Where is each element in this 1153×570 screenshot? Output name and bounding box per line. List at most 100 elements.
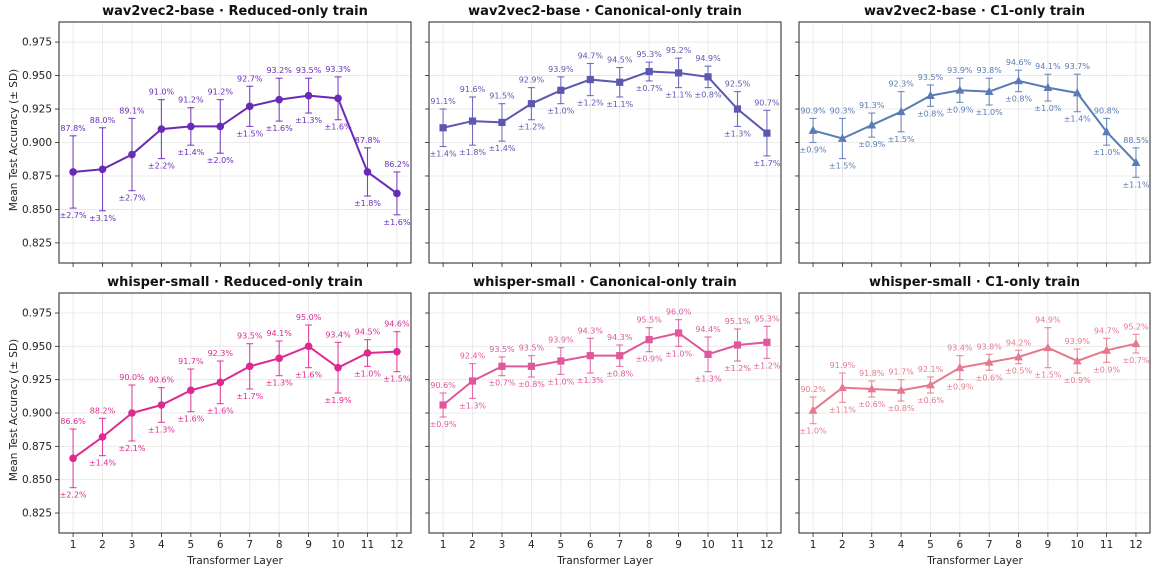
data-label-mean: 94.9% bbox=[1035, 316, 1061, 325]
data-label-mean: 94.7% bbox=[1094, 326, 1120, 335]
data-label-mean: 93.2% bbox=[266, 66, 292, 75]
data-label-sd: ±1.8% bbox=[459, 148, 486, 157]
data-point bbox=[896, 106, 906, 116]
y-tick-label: 0.875 bbox=[22, 441, 52, 453]
data-label-mean: 91.6% bbox=[460, 85, 486, 94]
data-label-sd: ±0.6% bbox=[917, 396, 944, 405]
x-tick-label: 6 bbox=[217, 539, 224, 551]
data-label-sd: ±0.9% bbox=[800, 146, 827, 155]
panel-title: whisper-small · Reduced-only train bbox=[107, 275, 363, 290]
data-point bbox=[527, 362, 535, 370]
data-point bbox=[1043, 342, 1053, 352]
series-line bbox=[812, 342, 1137, 412]
data-label-mean: 92.4% bbox=[460, 352, 486, 361]
data-label-sd: ±1.6% bbox=[295, 371, 322, 380]
data-point bbox=[867, 384, 877, 393]
data-point bbox=[245, 102, 254, 111]
panel-3: wav2vec2-base · C1-only train 90.9% ±0.9% 9… bbox=[795, 4, 1151, 267]
data-label-mean: 93.5% bbox=[519, 344, 545, 353]
data-point bbox=[926, 90, 935, 100]
data-point bbox=[616, 352, 624, 360]
data-point bbox=[363, 349, 372, 357]
data-label-mean: 91.2% bbox=[178, 96, 204, 105]
data-point bbox=[704, 350, 712, 358]
data-label-mean: 94.6% bbox=[384, 320, 410, 329]
data-label-mean: 94.3% bbox=[578, 326, 604, 335]
data-label-sd: ±2.7% bbox=[60, 211, 87, 220]
data-point bbox=[1102, 345, 1112, 354]
data-point bbox=[275, 354, 283, 363]
data-label-sd: ±0.8% bbox=[1005, 95, 1032, 104]
data-label-mean: 94.1% bbox=[266, 329, 292, 338]
data-point bbox=[896, 385, 906, 394]
data-label-mean: 93.9% bbox=[548, 336, 574, 345]
data-label-sd: ±1.4% bbox=[488, 144, 515, 153]
x-tick-label: 10 bbox=[1071, 539, 1084, 551]
x-tick-label: 5 bbox=[187, 539, 194, 551]
data-label-sd: ±1.1% bbox=[606, 100, 633, 109]
data-label-sd: ±0.9% bbox=[1093, 365, 1120, 374]
data-label-sd: ±1.4% bbox=[89, 459, 116, 468]
x-tick-label: 1 bbox=[70, 539, 77, 551]
data-point bbox=[763, 129, 771, 137]
data-label-sd: ±1.1% bbox=[665, 91, 692, 100]
data-label-mean: 94.5% bbox=[607, 56, 633, 65]
x-tick-label: 12 bbox=[760, 539, 773, 551]
data-label-sd: ±0.7% bbox=[636, 84, 663, 93]
data-point bbox=[586, 75, 594, 84]
data-label-mean: 90.0% bbox=[119, 373, 145, 382]
data-point bbox=[955, 362, 965, 372]
data-label-sd: ±0.8% bbox=[606, 369, 633, 378]
data-label-mean: 95.3% bbox=[754, 314, 780, 323]
panel-title: wav2vec2-base · Canonical-only train bbox=[468, 4, 742, 19]
data-label-sd: ±0.9% bbox=[430, 420, 457, 429]
y-tick-label: 0.925 bbox=[22, 374, 52, 386]
data-label-sd: ±1.5% bbox=[1034, 371, 1061, 380]
data-label-mean: 90.6% bbox=[149, 376, 175, 385]
data-point bbox=[837, 382, 847, 392]
data-label-mean: 90.2% bbox=[800, 385, 826, 394]
x-tick-label: 12 bbox=[390, 539, 403, 551]
x-axis-label-col2: Transformer Layer bbox=[556, 555, 653, 567]
data-point bbox=[128, 409, 136, 417]
data-point bbox=[867, 120, 877, 129]
data-label-mean: 90.8% bbox=[1094, 106, 1120, 115]
data-label-mean: 94.4% bbox=[695, 325, 721, 334]
data-label-mean: 91.7% bbox=[178, 357, 204, 366]
data-point bbox=[1043, 82, 1053, 92]
data-label-sd: ±0.8% bbox=[888, 404, 915, 413]
data-label-sd: ±0.9% bbox=[946, 105, 973, 114]
data-label-mean: 92.5% bbox=[725, 80, 751, 89]
x-tick-label: 1 bbox=[440, 539, 447, 551]
data-point bbox=[586, 352, 594, 360]
data-point bbox=[733, 341, 742, 349]
data-label-sd: ±1.7% bbox=[236, 392, 263, 401]
data-point bbox=[616, 78, 624, 86]
data-point bbox=[304, 91, 313, 100]
data-point bbox=[187, 386, 195, 395]
data-label-sd: ±0.7% bbox=[1122, 356, 1149, 365]
data-label-sd: ±1.5% bbox=[236, 129, 263, 138]
data-label-mean: 86.2% bbox=[384, 160, 410, 169]
data-point bbox=[1102, 126, 1112, 136]
data-label-sd: ±0.9% bbox=[946, 383, 973, 392]
data-label-sd: ±1.3% bbox=[459, 401, 486, 410]
data-point bbox=[216, 378, 225, 387]
data-label-sd: ±0.9% bbox=[858, 140, 885, 149]
x-tick-label: 10 bbox=[701, 539, 714, 551]
data-label-mean: 95.2% bbox=[1123, 322, 1149, 331]
data-label-mean: 88.0% bbox=[90, 116, 116, 125]
series-line bbox=[442, 70, 768, 134]
data-point bbox=[645, 336, 653, 344]
series-line bbox=[812, 79, 1137, 164]
data-label-mean: 95.0% bbox=[296, 313, 322, 322]
data-label-mean: 90.7% bbox=[754, 98, 780, 107]
y-tick-label: 0.875 bbox=[22, 170, 52, 182]
x-tick-label: 10 bbox=[331, 539, 344, 551]
data-label-sd: ±0.8% bbox=[518, 380, 545, 389]
data-label-sd: ±1.5% bbox=[383, 375, 410, 384]
data-label-sd: ±1.4% bbox=[1064, 115, 1091, 124]
data-label-mean: 93.8% bbox=[976, 342, 1002, 351]
